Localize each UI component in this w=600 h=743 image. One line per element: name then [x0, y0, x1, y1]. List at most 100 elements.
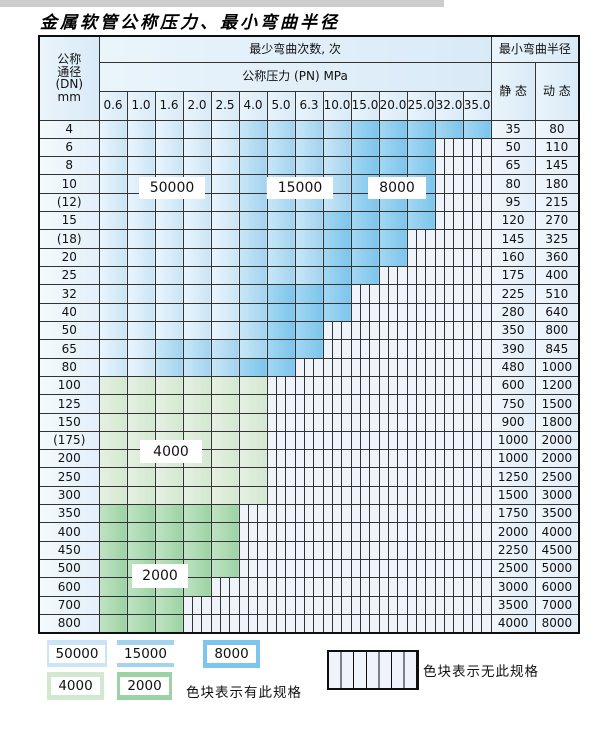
dn-cell: 50: [38, 320, 100, 341]
spec-cell: [182, 156, 212, 176]
spec-cell: [154, 394, 184, 414]
spec-cell: [210, 119, 240, 139]
spec-cell: [98, 394, 128, 414]
dn-cell: 40: [38, 302, 100, 322]
spec-cell: [210, 357, 240, 377]
spec-cell: [126, 375, 156, 396]
spec-cell: [98, 485, 128, 506]
spec-cell: [154, 595, 184, 615]
spec-cell: [266, 302, 296, 322]
no-spec-cell: [406, 504, 436, 524]
no-spec-cell: [294, 613, 324, 634]
no-spec-cell: [434, 137, 464, 158]
no-spec-cell: [322, 375, 352, 396]
dynamic-radius-cell: 7000: [534, 595, 580, 615]
dynamic-header-cell: 动 态: [534, 61, 580, 121]
spec-cell: [98, 320, 128, 341]
no-spec-cell: [294, 357, 324, 377]
no-spec-cell: [294, 430, 324, 451]
spec-cell: [210, 394, 240, 414]
spec-cell: [182, 412, 212, 432]
spec-cell: [266, 211, 296, 231]
spec-cell: [182, 229, 212, 249]
spec-cell: [126, 339, 156, 359]
spec-cell: [294, 320, 324, 341]
spec-cell: [322, 302, 352, 322]
pressure-column-header: 35.0: [462, 90, 492, 121]
pressure-header-cell: 公称压力 (PN) MPa: [98, 61, 492, 92]
dynamic-radius-cell: 80: [534, 119, 580, 139]
table-row: (18) 145 325: [38, 229, 580, 249]
no-spec-cell: [462, 357, 492, 377]
no-spec-cell: [322, 412, 352, 432]
pressure-column-header: 1.6: [154, 90, 184, 121]
static-radius-cell: 900: [490, 412, 536, 432]
no-spec-cell: [350, 613, 380, 634]
spec-cell: [238, 265, 268, 286]
static-radius-cell: 65: [490, 156, 536, 176]
no-spec-cell: [322, 522, 352, 542]
dynamic-radius-cell: 1000: [534, 357, 580, 377]
table-row: 150 900 1800: [38, 412, 580, 432]
no-spec-cell: [322, 577, 352, 597]
spec-cell: [182, 540, 212, 561]
static-radius-cell: 600: [490, 375, 536, 396]
radius-header-cell: 最小弯曲半径: [490, 35, 580, 63]
no-spec-cell: [462, 504, 492, 524]
spec-cell: [126, 467, 156, 487]
no-spec-cell: [350, 284, 380, 304]
table-body: 4 35 80 6 50 110 8 65 145 10 80 180 (12) 95 215 15 120 27…: [38, 119, 580, 634]
dynamic-radius-cell: 2000: [534, 430, 580, 451]
dn-cell: 200: [38, 449, 100, 469]
no-spec-cell: [238, 595, 268, 615]
no-spec-cell: [322, 357, 352, 377]
no-spec-cell: [266, 595, 296, 615]
no-spec-cell: [406, 540, 436, 561]
table-row: 8 65 145: [38, 156, 580, 176]
no-spec-cell: [462, 540, 492, 561]
dn-cell: 15: [38, 211, 100, 231]
no-spec-cell: [294, 485, 324, 506]
no-spec-cell: [462, 247, 492, 268]
table-row: 80 480 1000: [38, 357, 580, 377]
no-spec-cell: [434, 504, 464, 524]
legend-no-spec-swatch: [327, 650, 419, 690]
spec-cell: [98, 430, 128, 451]
spec-cell: [294, 284, 324, 304]
table-row: 700 3500 7000: [38, 595, 580, 615]
dn-cell: 20: [38, 247, 100, 268]
dn-cell: 25: [38, 265, 100, 286]
no-spec-cell: [322, 320, 352, 341]
legend-swatch-8000: 8000: [203, 640, 260, 668]
dynamic-radius-cell: 3000: [534, 485, 580, 506]
static-radius-cell: 1000: [490, 430, 536, 451]
spec-cell: [98, 375, 128, 396]
no-spec-cell: [266, 449, 296, 469]
no-spec-cell: [406, 247, 436, 268]
table-row: 250 1250 2500: [38, 467, 580, 487]
no-spec-cell: [182, 595, 212, 615]
static-radius-cell: 80: [490, 174, 536, 194]
no-spec-cell: [462, 339, 492, 359]
no-spec-cell: [350, 504, 380, 524]
no-spec-cell: [378, 265, 408, 286]
no-spec-cell: [378, 467, 408, 487]
pressure-column-header: 4.0: [238, 90, 268, 121]
spec-cell: [182, 485, 212, 506]
spec-cell: [210, 192, 240, 213]
no-spec-cell: [350, 339, 380, 359]
dynamic-radius-cell: 1200: [534, 375, 580, 396]
static-radius-cell: 2250: [490, 540, 536, 561]
table-row: 65 390 845: [38, 339, 580, 359]
dn-cell: 500: [38, 558, 100, 579]
spec-cell: [238, 357, 268, 377]
spec-cell: [98, 339, 128, 359]
no-spec-cell: [350, 394, 380, 414]
no-spec-cell: [434, 229, 464, 249]
no-spec-cell: [294, 375, 324, 396]
no-spec-cell: [462, 430, 492, 451]
no-spec-cell: [378, 357, 408, 377]
spec-cell: [406, 211, 436, 231]
no-spec-cell: [350, 357, 380, 377]
static-radius-cell: 1750: [490, 504, 536, 524]
